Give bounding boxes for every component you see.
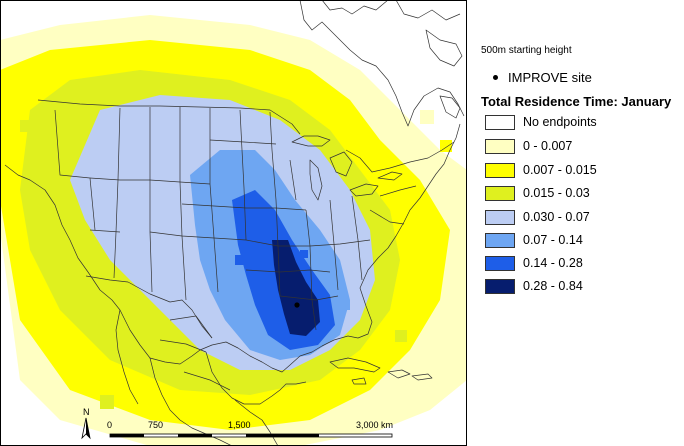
legend-class-label: 0.07 - 0.14	[523, 233, 583, 247]
legend-class-label: 0.28 - 0.84	[523, 279, 583, 293]
north-arrow: N	[81, 407, 91, 440]
legend-class-no-endpoints: No endpoints	[485, 115, 675, 131]
grid-cell	[235, 255, 245, 265]
grid-cell	[60, 360, 72, 372]
class-7-region	[272, 240, 320, 336]
grid-cell	[395, 330, 407, 342]
legend-class-5: 0.07 - 0.14	[485, 233, 675, 249]
scale-label-750: 750	[148, 420, 163, 430]
legend-swatch	[485, 210, 515, 225]
site-dot-icon	[493, 75, 498, 81]
legend-swatch	[485, 139, 515, 154]
residence-time-map: N 0 750 1,500 3,000 km	[0, 0, 467, 446]
legend-class-label: 0 - 0.007	[523, 139, 573, 153]
grid-cell	[200, 130, 210, 140]
political-boundaries	[4, 0, 465, 446]
grid-cell	[350, 120, 360, 130]
grid-cell	[370, 95, 380, 105]
legend-class-1: 0 - 0.007	[485, 139, 675, 155]
legend-class-label: 0.14 - 0.28	[523, 256, 583, 270]
scale-bar: 0 750 1,500 3,000 km	[107, 420, 393, 438]
legend-class-3: 0.015 - 0.03	[485, 186, 675, 202]
legend-class-label: 0.015 - 0.03	[523, 186, 590, 200]
grid-cell	[300, 250, 308, 258]
legend-class-7: 0.28 - 0.84	[485, 279, 675, 295]
legend-class-6: 0.14 - 0.28	[485, 256, 675, 272]
grid-cell	[20, 120, 32, 132]
scale-label-0: 0	[107, 420, 112, 430]
legend-class-2: 0.007 - 0.015	[485, 163, 675, 179]
legend-site-entry: IMPROVE site	[493, 70, 592, 85]
legend-swatch	[485, 186, 515, 201]
scale-label-3000: 3,000 km	[356, 420, 393, 430]
legend-swatch	[485, 256, 515, 271]
legend-site-label: IMPROVE site	[508, 70, 592, 85]
scale-label-1500: 1,500	[228, 420, 251, 430]
legend-class-label: 0.030 - 0.07	[523, 210, 590, 224]
grid-cell	[420, 300, 432, 312]
improve-site-marker	[294, 302, 300, 308]
grid-cell	[420, 110, 434, 124]
grid-cell	[340, 300, 350, 310]
grid-cell	[100, 395, 114, 409]
map-legend: 500m starting height IMPROVE site Total …	[473, 0, 684, 446]
legend-swatch	[485, 115, 515, 130]
grid-cell	[8, 135, 20, 147]
north-label: N	[83, 407, 90, 417]
grid-cell	[330, 180, 340, 190]
starting-height-label: 500m starting height	[481, 45, 572, 56]
legend-class-4: 0.030 - 0.07	[485, 210, 675, 226]
legend-title: Total Residence Time: January	[481, 94, 672, 109]
legend-swatch	[485, 163, 515, 178]
legend-class-label: No endpoints	[523, 115, 597, 129]
grid-cell	[160, 150, 172, 162]
legend-swatch	[485, 279, 515, 294]
legend-class-label: 0.007 - 0.015	[523, 163, 597, 177]
legend-swatch	[485, 233, 515, 248]
